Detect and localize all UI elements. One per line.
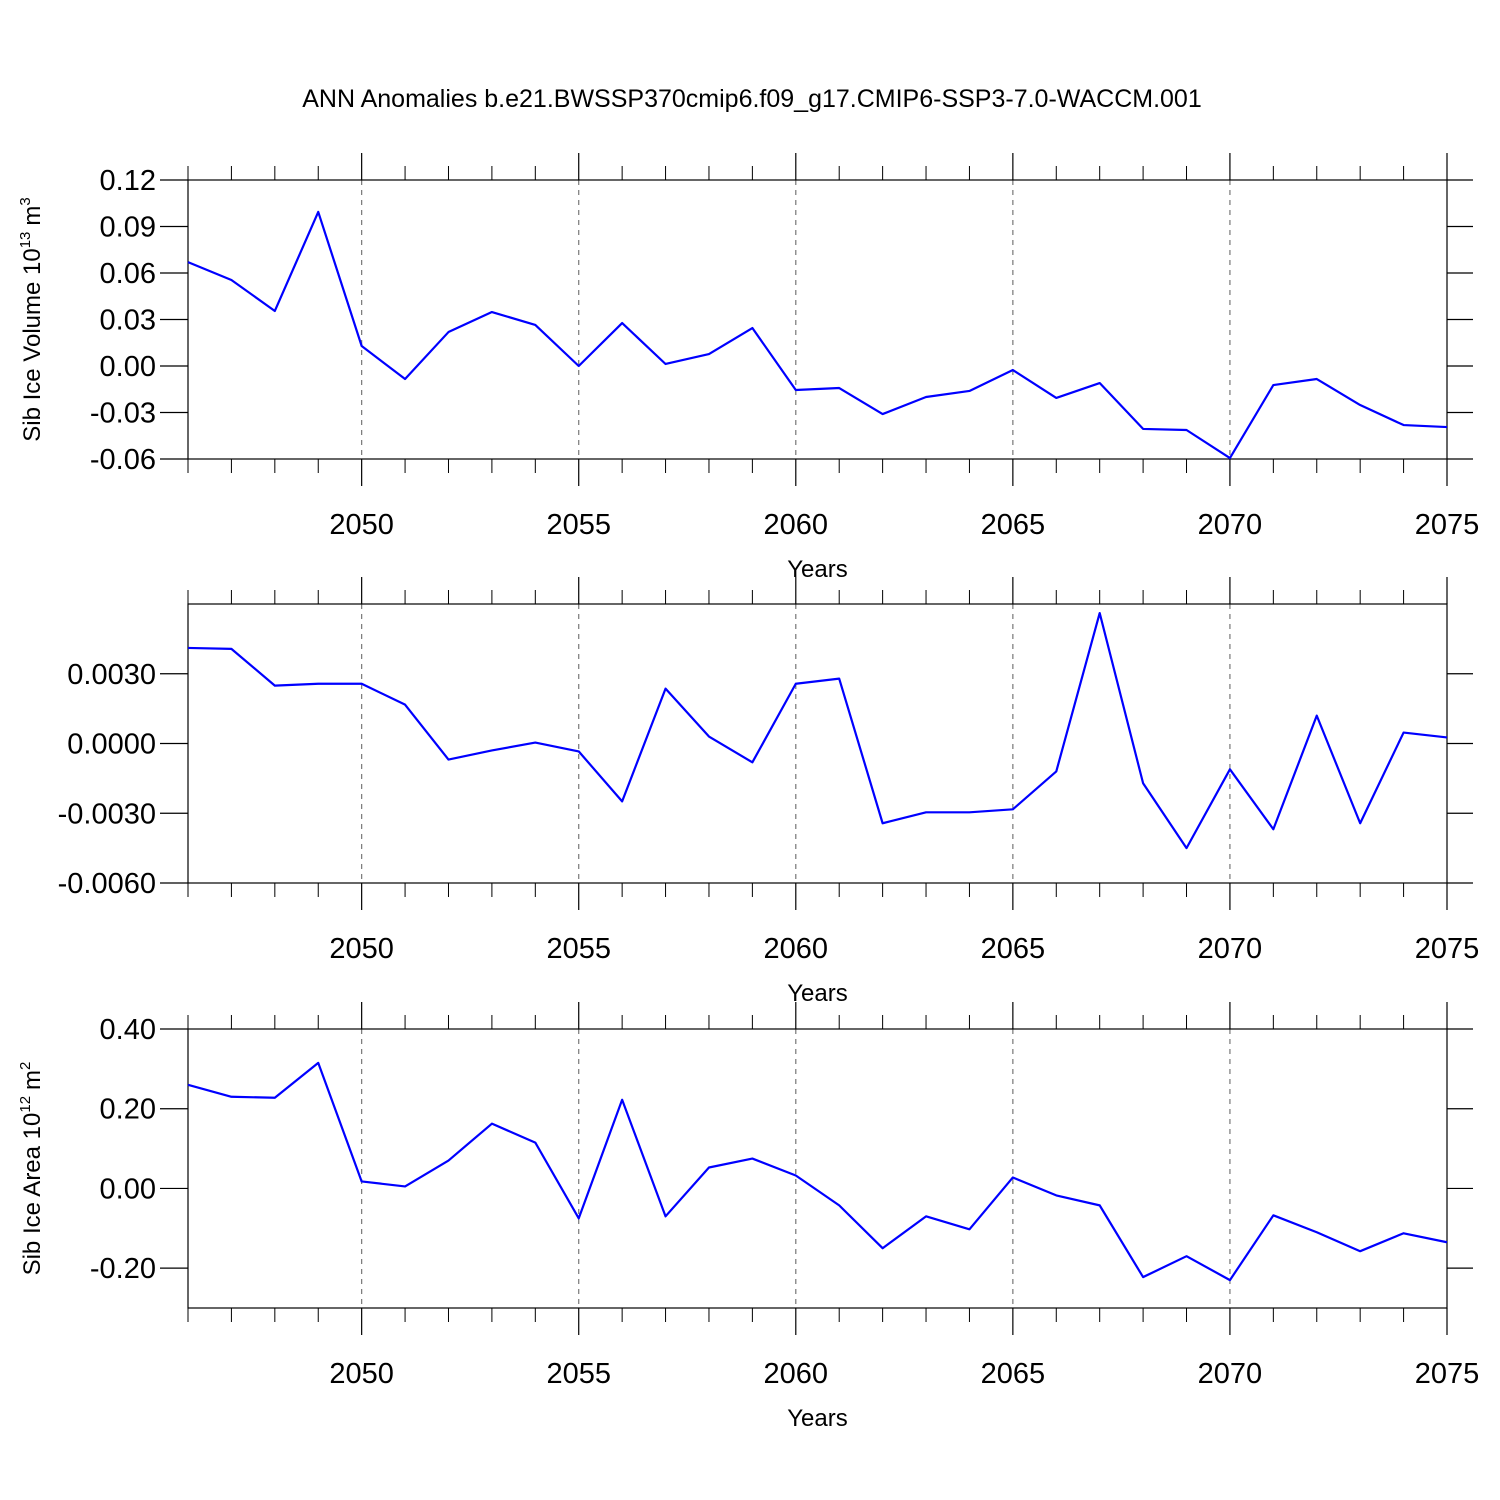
y-axis-label-unit-exponent: 3: [17, 197, 34, 205]
panel: 2050 2055 2060 2065 2070 2075 0.0030 0.0000 -0.0…: [0, 577, 1479, 1007]
x-tick-label: 2070: [1198, 1358, 1263, 1390]
y-tick-label: 0.06: [100, 258, 156, 290]
y-tick-label: -0.0060: [58, 868, 156, 900]
y-axis-label-text: Sib Snow Volume 10: [0, 658, 4, 879]
data-line: [187, 210, 1448, 460]
y-axis-label-text: Sib Ice Area 10: [19, 1113, 46, 1276]
x-tick-label: 2055: [546, 933, 611, 965]
x-tick-label: 2060: [764, 1358, 829, 1390]
x-tick-label: 2075: [1415, 1358, 1480, 1390]
x-tick-label: 2050: [329, 1358, 394, 1390]
y-axis-label-unit-exponent: 2: [17, 1062, 34, 1070]
x-tick-label: 2050: [329, 933, 394, 965]
y-axis-label-exponent: 13: [17, 232, 34, 249]
y-axis-label: Sib Ice Volume 1013 m3: [17, 197, 46, 441]
y-tick-label: 0.0030: [67, 659, 156, 691]
y-tick-label: -0.20: [90, 1253, 156, 1285]
x-tick-label: 2060: [764, 509, 829, 541]
y-tick-label: 0.00: [100, 351, 156, 383]
x-axis-label: Years: [787, 1405, 848, 1432]
x-tick-label: 2075: [1415, 933, 1480, 965]
y-tick-label: 0.12: [100, 165, 156, 197]
y-axis-label: Sib Snow Volume 1013m3: [0, 607, 4, 880]
x-axis-label: Years: [787, 980, 848, 1007]
y-tick-label: 0.0000: [67, 729, 156, 761]
x-tick-label: 2070: [1198, 933, 1263, 965]
y-tick-label: 0.03: [100, 305, 156, 337]
plot-frame: [187, 179, 1448, 460]
y-axis-label: Sib Ice Area 1012 m2: [17, 1062, 46, 1276]
plot-frame: [187, 603, 1448, 884]
x-tick-label: 2055: [546, 1358, 611, 1390]
x-tick-label: 2060: [764, 933, 829, 965]
y-tick-label: 0.00: [100, 1173, 156, 1205]
y-tick-label: 0.20: [100, 1094, 156, 1126]
x-tick-label: 2050: [329, 509, 394, 541]
x-tick-label: 2075: [1415, 509, 1480, 541]
figure-title: ANN Anomalies b.e21.BWSSP370cmip6.f09_g1…: [302, 85, 1201, 113]
y-axis-label-unit: m: [19, 206, 46, 226]
y-tick-label: -0.06: [90, 444, 156, 476]
x-tick-label: 2065: [981, 509, 1046, 541]
y-tick-label: -0.03: [90, 398, 156, 430]
y-tick-label: 0.40: [100, 1014, 156, 1046]
y-axis-label-exponent: 12: [17, 1096, 34, 1113]
x-tick-label: 2070: [1198, 509, 1263, 541]
data-line: [187, 611, 1448, 850]
x-tick-label: 2055: [546, 509, 611, 541]
y-tick-label: -0.0030: [58, 798, 156, 830]
x-axis-label: Years: [787, 556, 848, 583]
y-axis-label-unit: m: [19, 1070, 46, 1090]
x-tick-label: 2065: [981, 1358, 1046, 1390]
data-line: [187, 1061, 1448, 1282]
x-tick-label: 2065: [981, 933, 1046, 965]
plot-frame: [187, 1028, 1448, 1309]
y-tick-label: 0.09: [100, 212, 156, 244]
panel: 2050 2055 2060 2065 2070 2075 0.40 0.20 0.00 -0.2…: [17, 1002, 1479, 1432]
panel: 2050 2055 2060 2065 2070 2075 0.12 0.09 0.06 0.03…: [17, 153, 1479, 583]
y-axis-label-unit: m: [0, 616, 4, 636]
y-axis-label-text: Sib Ice Volume 10: [19, 248, 46, 441]
